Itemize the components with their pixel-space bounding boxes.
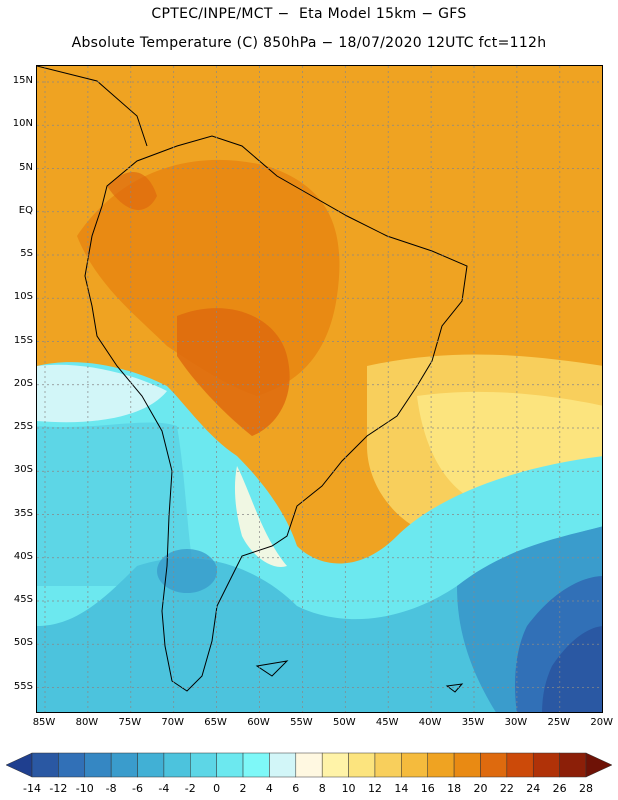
map-title-line2: Absolute Temperature (C) 850hPa − 18/07/… (71, 35, 547, 51)
longitude-label: 55W (290, 717, 313, 728)
colorbar-tick-label: 14 (394, 782, 409, 795)
cool-west-band (37, 364, 167, 423)
latitude-label: 5N (19, 161, 33, 173)
colorbar-tick-label: 16 (420, 782, 435, 795)
colorbar-cell (110, 752, 138, 778)
colorbar-cell (295, 752, 323, 778)
colorbar-tick-label: 22 (499, 782, 514, 795)
colorbar-tick-label: 10 (341, 782, 356, 795)
latitude-label: 5S (20, 248, 33, 259)
colorbar-tick-label: 28 (579, 782, 593, 795)
colorbar-cell (216, 752, 244, 778)
longitude-label: 45W (375, 717, 399, 728)
colorbar-cell (401, 752, 428, 778)
colorbar-cell (321, 752, 349, 778)
transition-band (234, 466, 287, 567)
colorbar-tick-label: 18 (447, 782, 462, 795)
colorbar-tick-label: 12 (367, 782, 382, 795)
colorbar-tick-label: 6 (292, 782, 300, 795)
latitude-label: 40S (13, 550, 33, 562)
colorbar-cell (269, 752, 297, 778)
colorbar (6, 752, 612, 778)
latitude-label: 10N (12, 118, 33, 130)
latitude-label: 35S (13, 507, 33, 519)
colorbar-cell (31, 752, 59, 778)
latitude-label: 30S (13, 464, 33, 476)
longitude-label: 60W (247, 717, 270, 728)
colorbar-tick-label: 24 (526, 782, 541, 795)
latitude-label: 25S (13, 421, 33, 432)
colorbar-cell (453, 752, 481, 778)
colorbar-tick-label: 20 (473, 782, 488, 795)
colorbar-tick-label: 8 (318, 782, 326, 795)
colorbar-cell (242, 752, 270, 778)
colorbar-tick-label: -12 (49, 782, 68, 795)
falkland-islands (255, 660, 289, 677)
coldest-core (542, 626, 602, 712)
longitude-label: 40W (418, 717, 442, 728)
colorbar-max-arrow (585, 752, 612, 778)
latitude-label: 10S (13, 291, 33, 303)
colorbar-tick-label: 4 (265, 782, 273, 795)
latitude-label: 50S (13, 637, 33, 649)
andes-cold-spot (157, 549, 217, 593)
latitude-label: 15N (12, 75, 33, 86)
colorbar-cell (84, 752, 112, 778)
longitude-label: 65W (204, 717, 227, 728)
map-title-line1: CPTEC/INPE/MCT − Eta Model 15km − GFS (151, 6, 467, 22)
colorbar-tick-label: -4 (158, 782, 170, 795)
longitude-label: 50W (332, 717, 356, 728)
colorbar-cell (137, 752, 165, 778)
longitude-label: 70W (161, 717, 184, 728)
colorbar-tick-label: -2 (184, 782, 196, 795)
longitude-label: 25W (547, 717, 571, 728)
colorbar-cell (506, 752, 534, 778)
colorbar-min-arrow (6, 752, 33, 778)
longitude-label: 75W (118, 717, 142, 728)
colorbar-cell (374, 752, 402, 778)
colorbar-cell (58, 752, 86, 778)
longitude-label: 20W (590, 717, 613, 728)
colorbar-tick-label: -6 (132, 782, 143, 795)
colorbar-tick-label: -8 (105, 782, 117, 795)
cool-pacific (37, 422, 197, 586)
temperature-field (37, 66, 602, 712)
colorbar-tick-label: 0 (213, 782, 221, 795)
colorbar-cell (532, 752, 560, 778)
colorbar-tick-label: 2 (239, 782, 247, 795)
colorbar-cell (348, 752, 376, 778)
longitude-label: 35W (461, 717, 485, 728)
colorbar-cell (480, 752, 508, 778)
colorbar-cell (559, 752, 587, 778)
latitude-label: 15S (13, 334, 33, 346)
temperature-map[interactable] (36, 65, 603, 713)
latitude-label: 20S (13, 377, 33, 389)
colorbar-tick-label: -14 (23, 782, 41, 795)
hot-north (107, 172, 157, 210)
south-georgia (445, 683, 464, 693)
longitude-label: 85W (32, 717, 56, 728)
latitude-label: 55S (13, 680, 33, 692)
latitude-label: 45S (13, 594, 33, 605)
graticule (37, 66, 602, 712)
colorbar-cell (427, 752, 455, 778)
hot-core (177, 308, 290, 436)
latitude-label: EQ (18, 204, 33, 216)
colorbar-cell (163, 752, 191, 778)
central-america-outline (37, 66, 148, 147)
colorbar-tick-label: 26 (552, 782, 567, 795)
colorbar-cell (190, 752, 217, 778)
longitude-label: 30W (504, 717, 528, 728)
longitude-label: 80W (75, 717, 99, 728)
colorbar-tick-label: -10 (75, 782, 94, 795)
south-america-outline (84, 135, 468, 692)
